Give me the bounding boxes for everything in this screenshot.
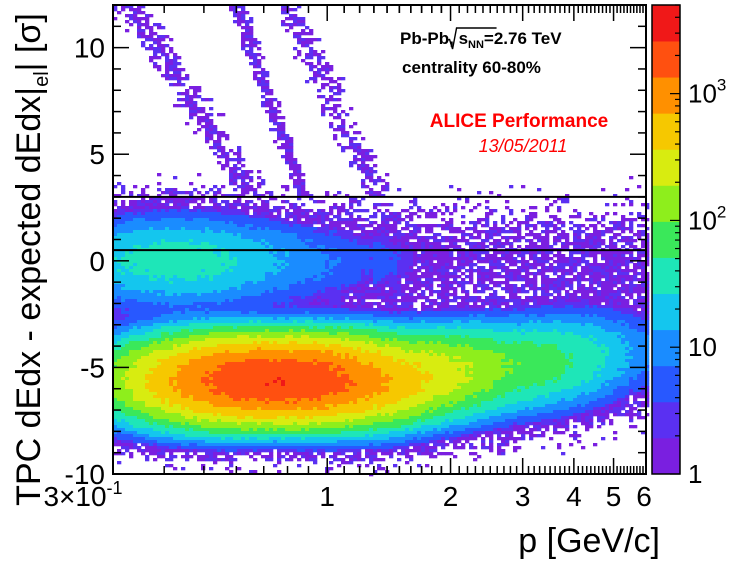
y-tick-label: 5 [89,139,105,170]
alice-date-label: 13/05/2011 [479,136,568,156]
colorbar-segment [652,5,680,42]
alice-performance-label: ALICE Performance [430,111,608,132]
colorbar-tick-label: 10 [688,332,717,362]
colorbar-tick-label: 1 [688,459,702,489]
colorbar-segment [652,185,680,222]
y-tick-label: 0 [89,246,105,277]
colorbar-segment [652,329,680,367]
colorbar-segment [652,437,680,475]
x-tick-label: 4 [566,481,582,512]
heatmap-cells [113,5,650,477]
colorbar-segment [652,365,680,403]
colorbar [651,4,681,475]
x-tick-label: 3×10-1 [43,478,122,512]
y-axis-title-main: TPC dEdx - expected dEdx| [10,87,48,506]
colorbar-tick-label: 102 [688,202,726,235]
axis-ticks [112,4,647,475]
colorbar-segment [652,149,680,186]
colorbar-segment [652,401,680,439]
colorbar-segment [652,77,680,114]
centrality-label: centrality 60-80% [402,58,541,77]
x-tick-labels: 3×10-1 1 2 3 4 5 6 [43,478,651,512]
colorbar-segment [652,293,680,331]
cut-lines [113,195,646,252]
annotations: Pb-Pb, sNN=2.76 TeV centrality 60-80% AL… [400,27,608,156]
x-tick-label: 2 [443,481,459,512]
x-tick-label: 5 [606,481,622,512]
colorbar-segment [652,257,680,295]
colorbar-segment [652,41,680,78]
x-axis-title: p [GeV/c] [518,522,660,560]
x-tick-label: 6 [636,481,652,512]
y-tick-labels: -10 -5 0 5 10 [65,33,105,490]
colorbar-tick-label: 103 [688,76,726,109]
y-axis-title-sub: el [31,71,53,87]
y-tick-label: -10 [65,459,105,490]
x-tick-label: 1 [319,481,335,512]
collision-system-label: Pb-Pb, sNN=2.76 TeV [400,29,562,51]
collision-system-prefix: Pb-Pb, [400,29,459,48]
x-tick-label: 3 [515,481,531,512]
y-tick-label: -5 [80,352,105,383]
sqrt-s-subscript: NN [468,39,484,51]
collision-energy: =2.76 TeV [484,29,562,48]
sqrt-s-symbol: s [459,29,468,48]
y-axis-title-tail: | [σ] [10,13,48,71]
colorbar-tick-labels: 1 10 102 103 [688,76,726,489]
y-axis-title: TPC dEdx - expected dEdx|el| [σ] [10,13,53,506]
sqrt-sign [446,27,497,50]
y-tick-label: 10 [74,33,105,64]
